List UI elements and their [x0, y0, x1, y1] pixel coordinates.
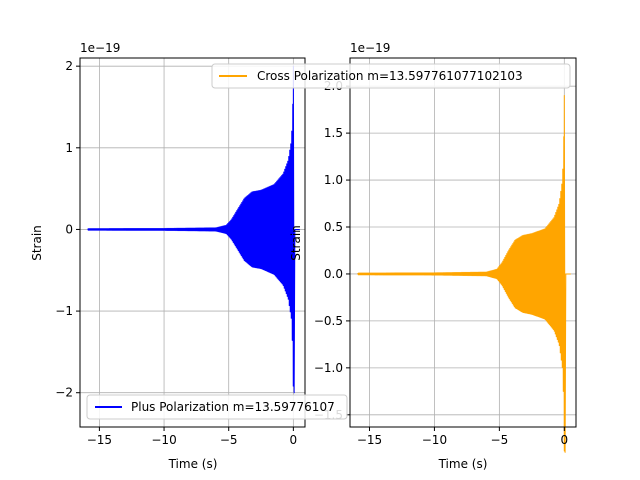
- cross-y-tick-label: −0.5: [314, 314, 343, 328]
- plus-x-axis-label: Time (s): [168, 457, 218, 471]
- cross-legend: Cross Polarization m=13.597761077102103: [211, 63, 571, 89]
- cross-axes-frame: [349, 57, 577, 428]
- plus-x-tick-label: −15: [87, 433, 112, 447]
- cross-x-tick-label: 0: [560, 433, 568, 447]
- cross-y-tick-label: 1.5: [324, 126, 343, 140]
- plus-x-tick-label: −5: [220, 433, 238, 447]
- plus-y-axis-label: Strain: [30, 225, 44, 261]
- plus-y-tick-label: 0: [65, 222, 73, 236]
- plus-legend: Plus Polarization m=13.59776107: [86, 394, 348, 420]
- cross-x-tick-label: −10: [422, 433, 447, 447]
- plus-series-line: [87, 65, 300, 394]
- cross-legend-label: Cross Polarization m=13.597761077102103: [257, 69, 523, 83]
- cross-y-tick-label: 1.0: [324, 173, 343, 187]
- cross-y-tick-label: −1.0: [314, 361, 343, 375]
- plus-y-tick-label: 1: [65, 141, 73, 155]
- cross-waveform: [357, 95, 571, 453]
- plus-legend-box: [86, 394, 348, 420]
- cross-x-axis-label: Time (s): [438, 457, 488, 471]
- plus-y-tick-label: 2: [65, 59, 73, 73]
- cross-y-tick-label: 0.5: [324, 220, 343, 234]
- plus-legend-label: Plus Polarization m=13.59776107: [131, 400, 335, 414]
- plus-offset-label: 1e−19: [80, 41, 120, 55]
- plus-x-tick-label: −10: [151, 433, 176, 447]
- plus-y-tick-label: −2: [55, 386, 73, 400]
- plus-axes-frame: [79, 57, 306, 428]
- cross-legend-box: [211, 63, 571, 89]
- plus-y-tick-label: −1: [55, 304, 73, 318]
- cross-x-tick-label: −5: [491, 433, 509, 447]
- cross-x-tick-label: −15: [357, 433, 382, 447]
- cross-series-line: [357, 95, 571, 453]
- plus-x-tick-label: 0: [290, 433, 298, 447]
- cross-y-axis-label: Strain: [289, 225, 303, 261]
- cross-offset-label: 1e−19: [350, 41, 390, 55]
- plus-waveform: [87, 65, 300, 394]
- cross-y-tick-label: 0.0: [324, 267, 343, 281]
